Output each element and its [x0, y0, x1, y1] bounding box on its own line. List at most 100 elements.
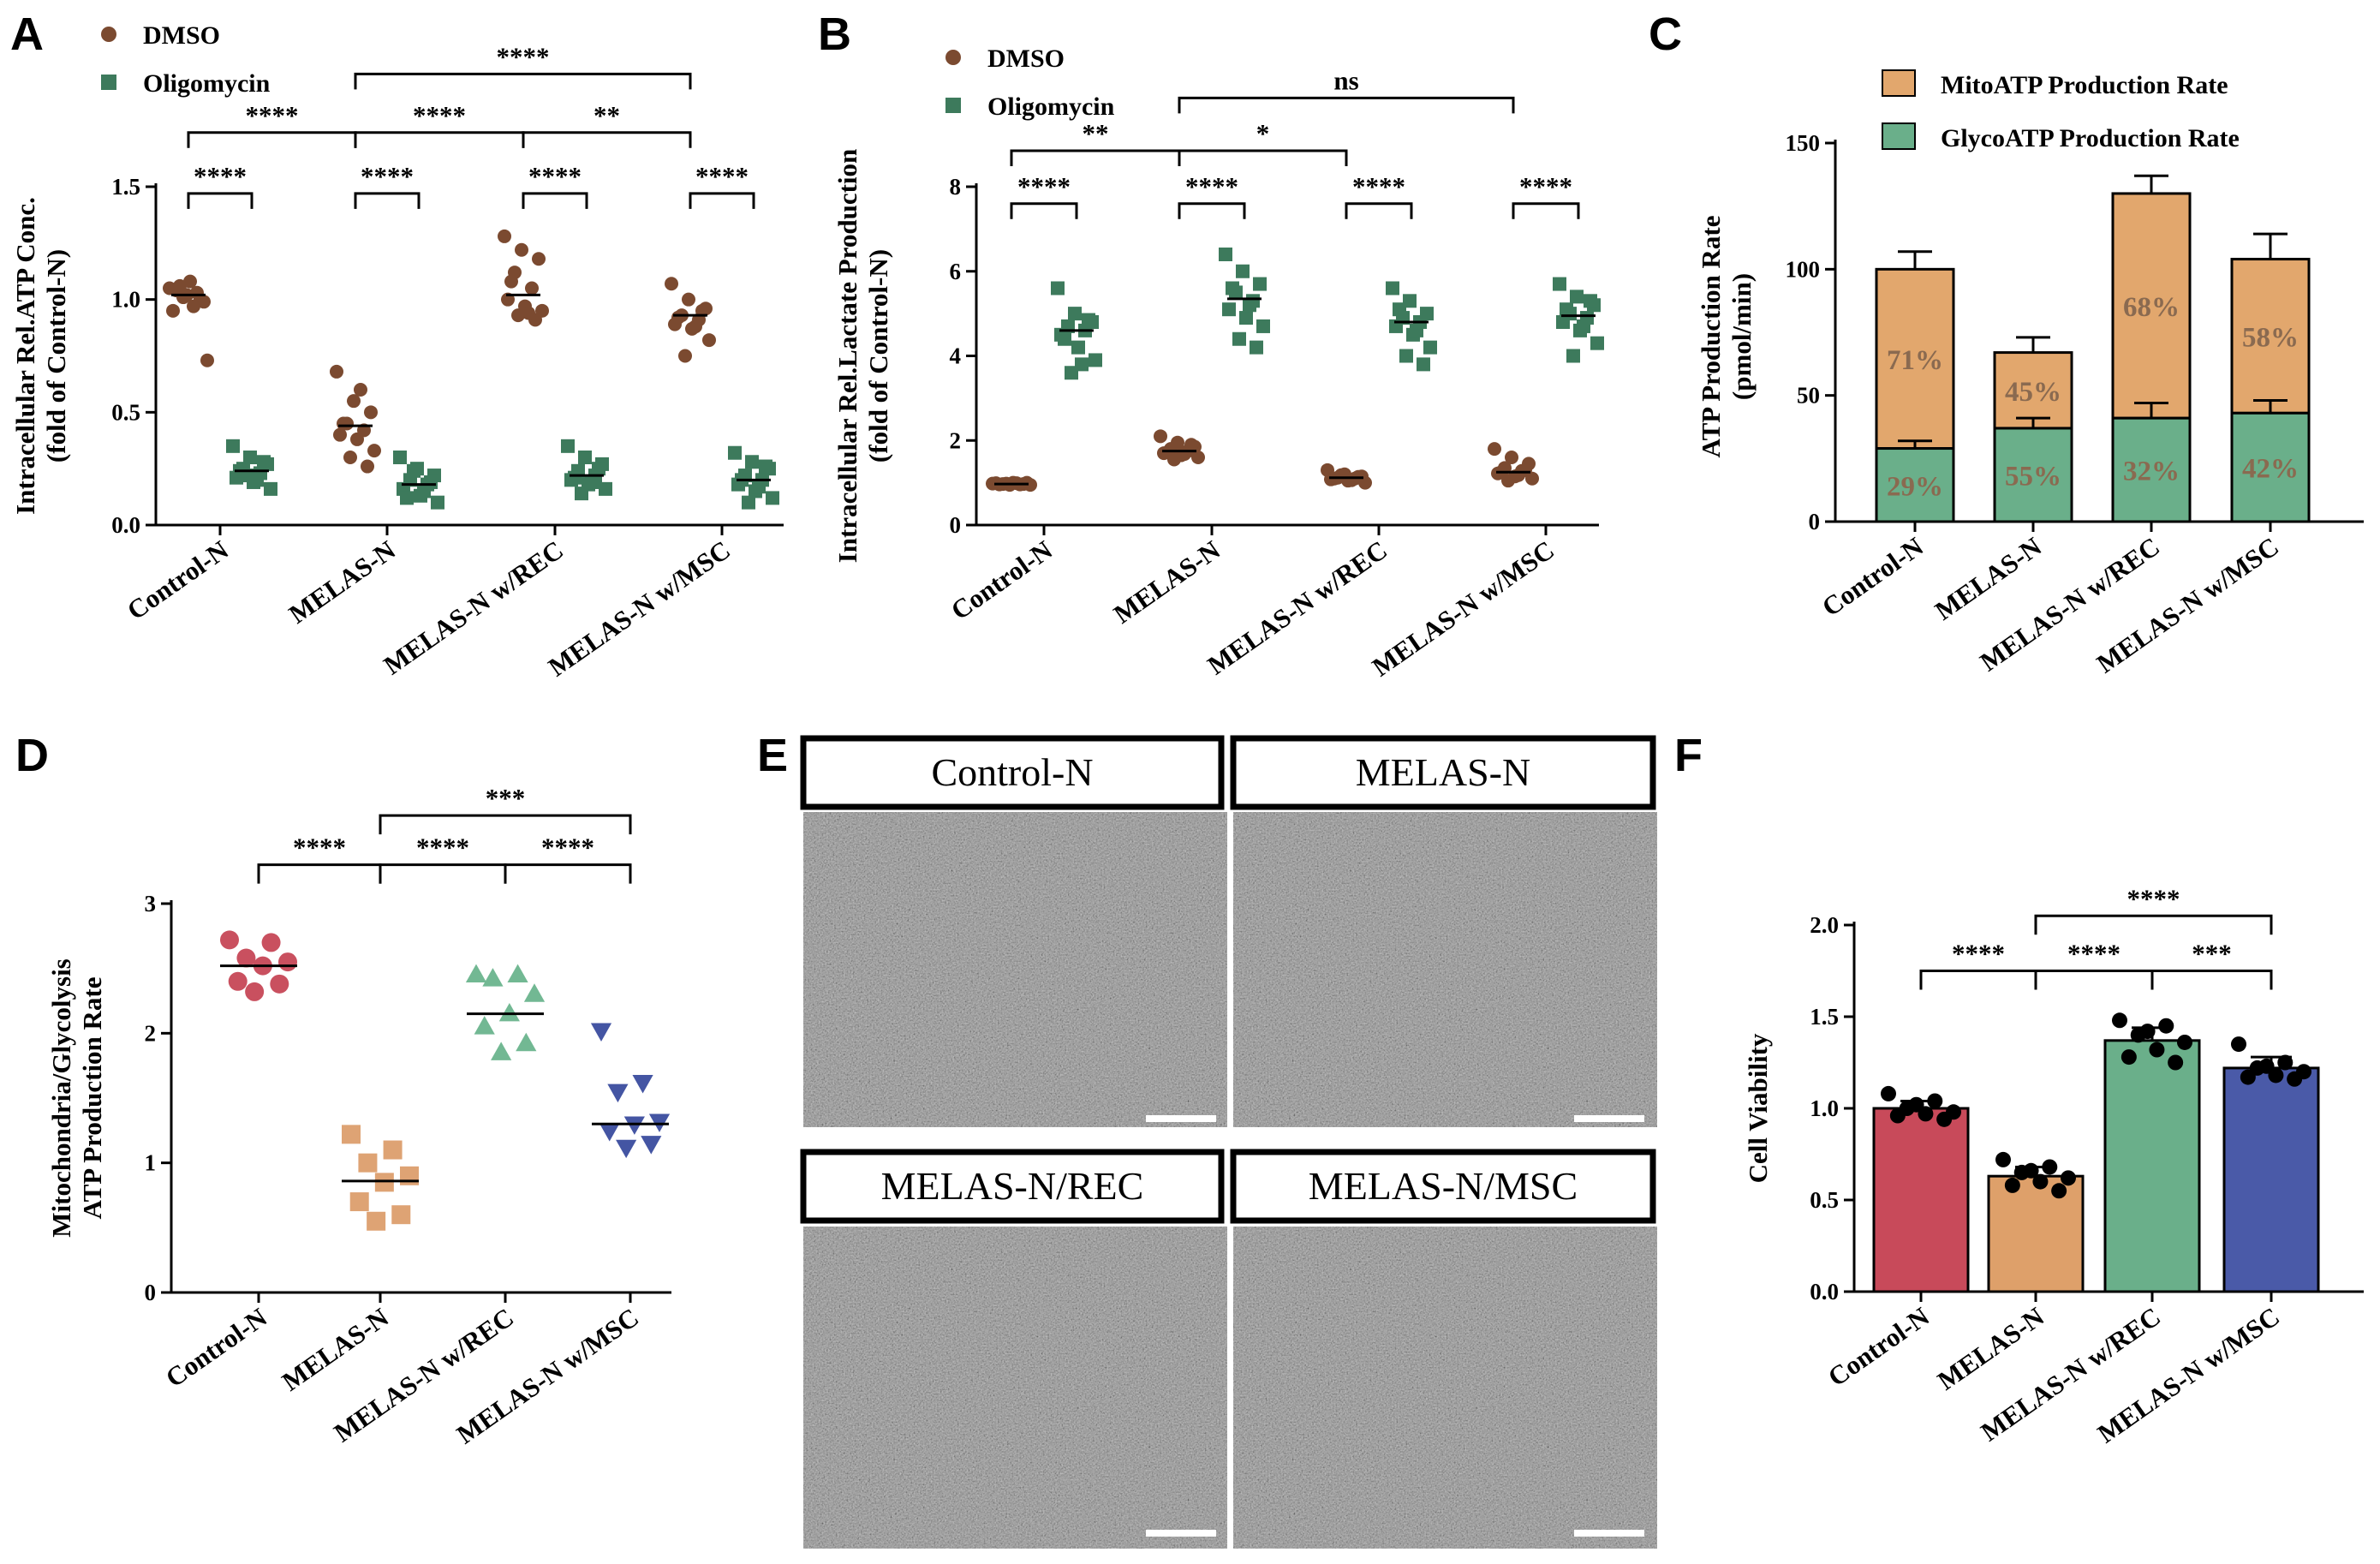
- data-point: [2277, 1054, 2294, 1071]
- data-point: [1936, 1111, 1953, 1127]
- y-tick-label: 2: [950, 427, 962, 453]
- panel-letter-f: F: [1674, 730, 1703, 781]
- micrograph-control-n: Control-N: [800, 735, 1227, 1127]
- legend-marker: [945, 50, 961, 65]
- data-point: [343, 451, 357, 464]
- significance-bracket-label: ****: [1352, 171, 1405, 201]
- data-point: [1553, 277, 1566, 291]
- data-point: [1256, 319, 1270, 333]
- y-tick-label: 100: [1786, 256, 1821, 282]
- y-axis-title: Intracellular Rel.Lactate Production: [832, 149, 862, 564]
- data-point: [745, 455, 759, 469]
- significance-bracket-label: ****: [413, 100, 466, 130]
- panel-a-atp-scatter: 0.00.51.01.5 **** **** **** ******** **** ****…: [10, 21, 784, 682]
- data-point: [1577, 319, 1590, 333]
- data-point: [391, 1205, 411, 1225]
- data-point: [1154, 429, 1167, 444]
- x-tick-label: MELAS-N: [1108, 534, 1226, 630]
- data-point: [364, 405, 378, 420]
- panel-letter-e: E: [757, 730, 788, 781]
- x-tick-label: MELAS-N w/REC: [1202, 534, 1393, 680]
- data-point: [1243, 298, 1256, 313]
- significance-bracket-line: [504, 863, 632, 884]
- data-point: [243, 451, 257, 464]
- significance-bracket-label: ****: [416, 833, 469, 863]
- y-tick-label: 0.0: [1810, 1279, 1839, 1304]
- significance-bracket-label: ****: [194, 161, 247, 191]
- legend-label: GlycoATP Production Rate: [1941, 124, 2240, 152]
- bar: [2103, 1039, 2201, 1293]
- data-point: [1191, 451, 1205, 464]
- data-point: [361, 459, 374, 474]
- legend-label: MitoATP Production Rate: [1941, 71, 2228, 99]
- y-tick-label: 0: [145, 1280, 157, 1305]
- data-point: [245, 982, 265, 1001]
- data-point: [1423, 340, 1437, 355]
- data-point: [187, 299, 200, 313]
- data-point: [183, 274, 197, 289]
- legend-swatch: [1882, 69, 1916, 97]
- bar: [2222, 1066, 2320, 1293]
- data-point: [465, 964, 487, 983]
- micrograph-title-box: [800, 1149, 1225, 1224]
- y-tick-label: 1.5: [1810, 1004, 1839, 1030]
- legend-label: DMSO: [143, 21, 220, 50]
- mito-percent-label: 58%: [2242, 322, 2299, 353]
- significance-bracket-line: [257, 863, 382, 884]
- y-tick-label: 1.5: [111, 174, 140, 200]
- x-tick-label: MELAS-N w/MSC: [1367, 534, 1560, 682]
- data-point: [515, 242, 528, 257]
- data-point: [2061, 1170, 2076, 1186]
- y-tick-label: 0: [1809, 509, 1821, 534]
- significance-bracket-line: [1178, 202, 1246, 219]
- legend-marker: [101, 27, 116, 42]
- x-tick-label: Control-N: [1822, 1301, 1935, 1392]
- significance-bracket-label: ****: [2067, 939, 2121, 969]
- data-point: [1058, 331, 1071, 346]
- y-tick-label: 2.0: [1810, 912, 1839, 938]
- bar: [1987, 1174, 2085, 1293]
- micrograph-texture: [803, 1227, 1227, 1549]
- data-point: [1068, 307, 1082, 321]
- significance-bracket-line: [379, 863, 507, 884]
- y-axis-title: (fold of Control-N): [41, 249, 71, 463]
- data-point: [358, 1153, 378, 1173]
- data-point: [330, 364, 343, 379]
- significance-bracket-line: [354, 72, 692, 90]
- data-point: [383, 1140, 403, 1160]
- data-point: [516, 1032, 537, 1052]
- y-axis-title: (pmol/min): [1727, 273, 1757, 400]
- data-point: [623, 1116, 645, 1135]
- data-point: [2121, 1049, 2137, 1066]
- x-tick-label: MELAS-N: [1930, 531, 2047, 626]
- data-point: [2149, 1042, 2165, 1058]
- y-tick-label: 3: [145, 891, 157, 916]
- significance-bracket-label: ***: [2192, 939, 2232, 969]
- data-point: [592, 462, 605, 476]
- data-point: [407, 463, 421, 478]
- panel-letter-c: C: [1649, 9, 1682, 60]
- significance-bracket-label: ***: [486, 783, 526, 813]
- data-point: [525, 281, 539, 295]
- data-point: [400, 1166, 419, 1185]
- data-point: [264, 481, 277, 496]
- data-point: [1236, 264, 1250, 278]
- legend-label: DMSO: [987, 45, 1065, 73]
- significance-bracket-line: [1010, 149, 1181, 167]
- legend-marker: [945, 98, 961, 113]
- data-point: [250, 473, 264, 487]
- significance-bracket-label: ****: [695, 161, 749, 191]
- legend-swatch: [1882, 122, 1916, 150]
- scale-bar: [1146, 1115, 1216, 1122]
- data-point: [678, 349, 692, 363]
- data-point: [752, 480, 766, 494]
- data-point: [474, 1016, 495, 1035]
- significance-bracket-line: [187, 192, 254, 209]
- legend-marker: [101, 75, 116, 90]
- significance-bracket-line: [1512, 202, 1580, 219]
- mito-percent-label: 45%: [2005, 377, 2061, 408]
- data-point: [2032, 1173, 2049, 1190]
- data-point: [1250, 340, 1263, 355]
- data-point: [491, 1042, 512, 1060]
